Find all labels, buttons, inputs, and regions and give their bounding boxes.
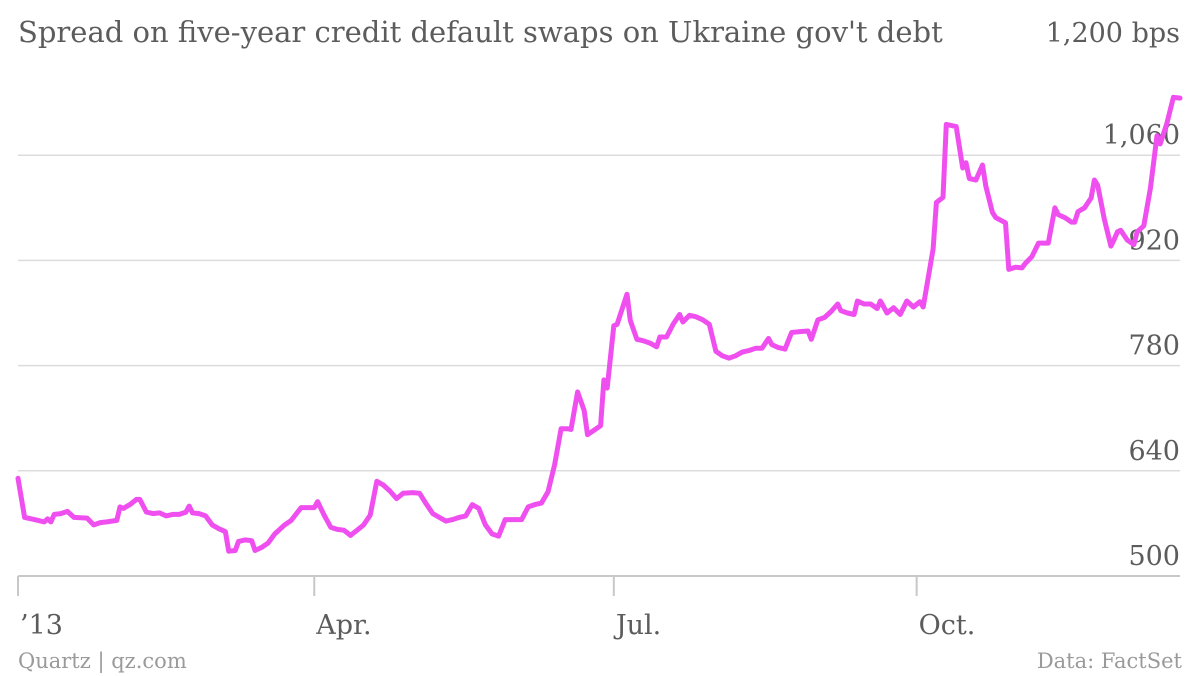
x-tick-label: ’13 — [20, 610, 63, 641]
y-tick-label: 780 — [1128, 331, 1180, 362]
x-tick-label: Oct. — [919, 610, 976, 641]
x-axis: ’13 Apr. Jul. Oct. — [17, 576, 976, 641]
y-tick-label: 640 — [1128, 436, 1180, 467]
source-label: Data: FactSet — [1037, 649, 1183, 673]
x-tick-label: Jul. — [613, 610, 661, 641]
credit-label: Quartz | qz.com — [18, 649, 187, 674]
series-line-cds-spread — [15, 94, 1183, 554]
chart-title: Spread on five-year credit default swaps… — [18, 15, 943, 49]
y-tick-label: 500 — [1128, 541, 1180, 572]
y-tick-label: 1,200 bps — [1046, 18, 1180, 49]
x-tick-label: Apr. — [315, 610, 371, 641]
gridlines — [18, 154, 1180, 577]
series-layer — [15, 94, 1183, 554]
